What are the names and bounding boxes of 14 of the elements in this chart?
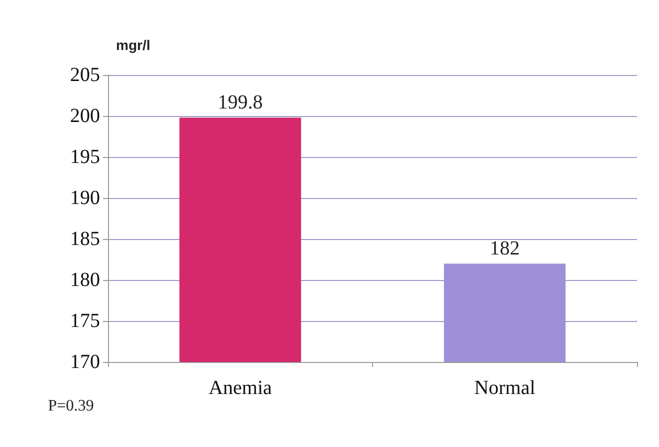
data-label: 199.8 (218, 92, 263, 114)
y-tick-label: 185 (70, 228, 100, 250)
y-tick-label: 195 (70, 146, 100, 168)
x-tick-label: Normal (474, 377, 536, 399)
y-tick-label: 200 (70, 105, 100, 127)
y-tick-label: 180 (70, 269, 100, 291)
y-tick-label: 190 (70, 187, 100, 209)
y-axis-title: mgr/l (116, 37, 150, 53)
y-tick-label: 175 (70, 310, 100, 332)
x-tick-label: Anemia (208, 377, 272, 399)
text: P=0.39 (48, 398, 94, 414)
y-tick-label: 205 (70, 64, 100, 86)
y-tick-label: 170 (70, 351, 100, 373)
data-label: 182 (490, 238, 520, 260)
